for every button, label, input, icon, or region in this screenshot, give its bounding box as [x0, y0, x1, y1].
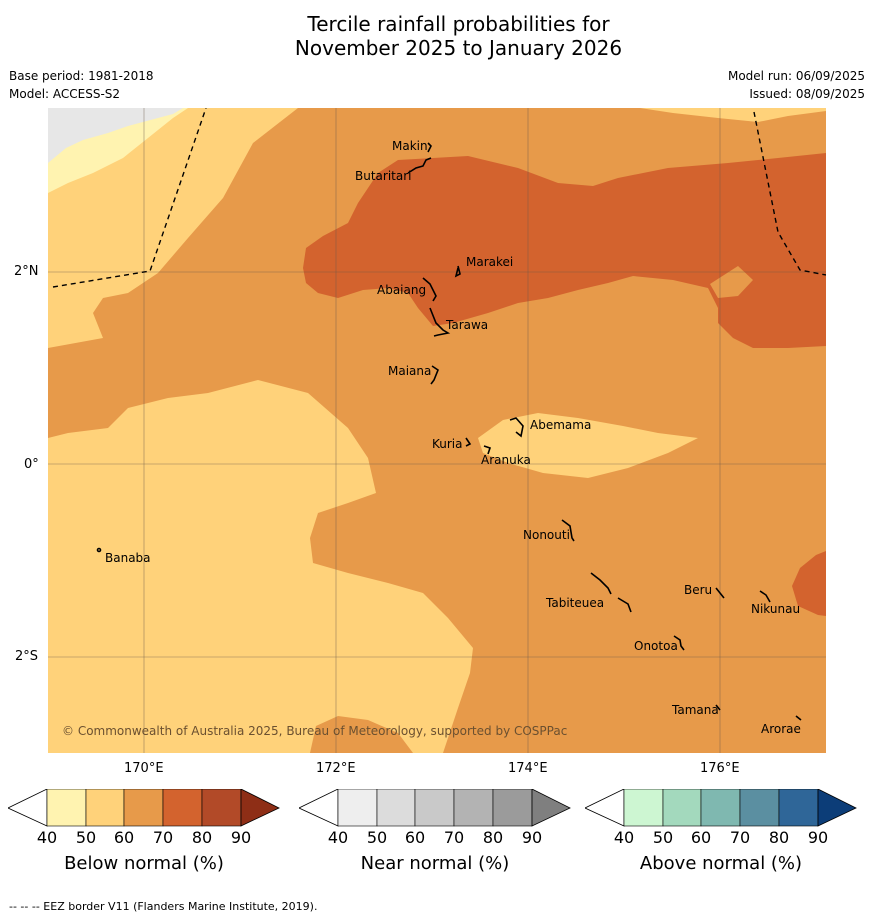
place-maiana: Maiana — [388, 364, 432, 378]
region-50-60-southwest — [48, 380, 473, 753]
below-tick-70: 70 — [152, 828, 174, 847]
place-arorae: Arorae — [761, 722, 801, 736]
place-nonouti: Nonouti — [523, 528, 570, 542]
colorbar-above-normal — [584, 788, 857, 831]
place-banaba: Banaba — [105, 551, 151, 565]
map-panel — [48, 108, 826, 753]
colorbar-above-svg — [584, 788, 857, 827]
region-near-normal — [48, 108, 183, 163]
x-tick-172e: 172°E — [316, 761, 356, 776]
place-makin: Makin — [392, 139, 428, 153]
title-line-1: Tercile rainfall probabilities for — [307, 12, 610, 36]
above-tick-70: 70 — [729, 828, 751, 847]
place-beru: Beru — [684, 583, 713, 597]
x-tick-174e: 174°E — [508, 761, 548, 776]
base-period: Base period: 1981-2018 — [9, 69, 154, 83]
near-tick-90: 90 — [521, 828, 543, 847]
below-tick-80: 80 — [191, 828, 213, 847]
model-run: Model run: 06/09/2025 — [727, 69, 865, 83]
map-title: Tercile rainfall probabilities for Novem… — [0, 12, 873, 60]
place-butaritari: Butaritari — [355, 169, 412, 183]
below-tick-50: 50 — [75, 828, 97, 847]
place-kuria: Kuria — [432, 437, 463, 451]
title-line-2: November 2025 to January 2026 — [294, 36, 623, 60]
region-70-80-east — [792, 551, 826, 616]
probability-map — [48, 108, 826, 753]
near-normal-label: Near normal (%) — [360, 853, 510, 874]
y-tick-2s: 2°S — [15, 649, 39, 664]
above-tick-60: 60 — [690, 828, 712, 847]
y-tick-2n: 2°N — [14, 264, 39, 279]
region-50-60-northeast — [640, 108, 826, 122]
above-tick-40: 40 — [613, 828, 635, 847]
colorbar-near-normal — [298, 788, 571, 831]
place-tabiteuea: Tabiteuea — [546, 596, 605, 610]
place-onotoa: Onotoa — [634, 639, 678, 653]
above-normal-label: Above normal (%) — [639, 853, 803, 874]
model-name: Model: ACCESS-S2 — [9, 87, 121, 101]
x-tick-170e: 170°E — [124, 761, 164, 776]
region-50-60-west — [48, 108, 298, 348]
x-tick-176e: 176°E — [700, 761, 740, 776]
place-tarawa: Tarawa — [446, 318, 489, 332]
above-tick-80: 80 — [768, 828, 790, 847]
above-tick-50: 50 — [652, 828, 674, 847]
place-nikunau: Nikunau — [751, 602, 801, 616]
above-tick-90: 90 — [807, 828, 829, 847]
meta-right: Model run: 06/09/2025 Issued: 08/09/2025 — [728, 67, 865, 103]
region-50-60-abemama — [478, 413, 698, 478]
colorbar-below-svg — [7, 788, 280, 827]
place-aranuka: Aranuka — [481, 453, 531, 467]
below-tick-60: 60 — [113, 828, 135, 847]
place-abemama: Abemama — [530, 418, 592, 432]
copyright-notice: © Commonwealth of Australia 2025, Bureau… — [62, 724, 568, 738]
issued-date: Issued: 08/09/2025 — [749, 87, 865, 101]
place-marakei: Marakei — [466, 255, 514, 269]
below-normal-label: Below normal (%) — [64, 853, 224, 874]
near-tick-50: 50 — [366, 828, 388, 847]
place-tamana: Tamana — [672, 703, 719, 717]
gridlines — [48, 108, 826, 753]
footer-note: -- -- -- EEZ border V11 (Flanders Marine… — [9, 900, 318, 913]
near-tick-70: 70 — [443, 828, 465, 847]
eez-border — [52, 108, 826, 288]
meta-left: Base period: 1981-2018 Model: ACCESS-S2 — [9, 67, 154, 103]
near-tick-40: 40 — [327, 828, 349, 847]
island-outlines — [96, 142, 802, 721]
below-tick-40: 40 — [36, 828, 58, 847]
near-tick-80: 80 — [482, 828, 504, 847]
y-tick-0: 0° — [24, 457, 39, 472]
colorbar-near-svg — [298, 788, 571, 827]
place-abaiang: Abaiang — [377, 283, 427, 297]
colorbar-below-normal — [7, 788, 280, 831]
below-tick-90: 90 — [230, 828, 252, 847]
near-tick-60: 60 — [404, 828, 426, 847]
region-60-70-pocket — [710, 266, 753, 298]
